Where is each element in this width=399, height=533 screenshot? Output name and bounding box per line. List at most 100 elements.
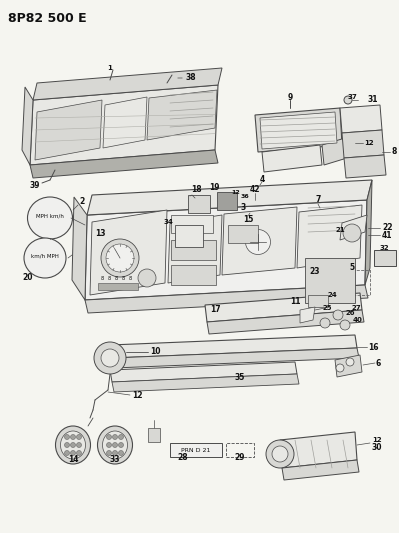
Text: 8: 8 (115, 277, 118, 281)
Polygon shape (260, 112, 337, 149)
Circle shape (343, 224, 361, 242)
Circle shape (65, 434, 69, 440)
Text: 26: 26 (345, 310, 355, 316)
Polygon shape (90, 210, 167, 295)
Polygon shape (262, 145, 322, 172)
Polygon shape (282, 460, 359, 480)
Text: 38: 38 (186, 74, 197, 83)
Text: 12: 12 (372, 437, 381, 443)
Polygon shape (335, 355, 362, 377)
Polygon shape (110, 335, 357, 358)
Bar (226, 443, 254, 457)
Text: 2: 2 (79, 198, 85, 206)
Bar (171, 215, 213, 233)
Circle shape (65, 442, 69, 448)
Polygon shape (365, 180, 372, 285)
Text: 8: 8 (107, 277, 111, 281)
Text: 14: 14 (68, 456, 78, 464)
Circle shape (101, 349, 119, 367)
Polygon shape (280, 432, 357, 468)
Ellipse shape (97, 426, 132, 464)
Text: 8: 8 (128, 277, 132, 281)
Bar (308, 295, 328, 307)
Polygon shape (72, 197, 87, 300)
Ellipse shape (55, 426, 91, 464)
Text: 8: 8 (121, 277, 124, 281)
Circle shape (320, 318, 330, 328)
Circle shape (77, 442, 81, 448)
Text: 11: 11 (290, 297, 300, 306)
Ellipse shape (245, 230, 271, 254)
Polygon shape (112, 348, 359, 368)
Polygon shape (300, 307, 315, 323)
Circle shape (119, 434, 124, 440)
Text: 36: 36 (241, 193, 249, 198)
Circle shape (333, 310, 343, 320)
Text: 8: 8 (391, 148, 396, 157)
Text: 41: 41 (382, 230, 393, 239)
Bar (171, 240, 216, 260)
Polygon shape (110, 362, 297, 382)
Text: 42: 42 (250, 185, 260, 195)
Text: 35: 35 (235, 374, 245, 383)
Bar (217, 192, 237, 210)
Circle shape (94, 342, 126, 374)
Polygon shape (340, 215, 367, 240)
Circle shape (346, 358, 354, 366)
Circle shape (71, 450, 75, 456)
Text: 27: 27 (351, 305, 361, 311)
Bar (148, 428, 160, 442)
Text: 24: 24 (327, 292, 337, 298)
Polygon shape (30, 150, 218, 178)
Text: 23: 23 (310, 268, 320, 277)
Circle shape (119, 442, 124, 448)
Text: 25: 25 (322, 305, 332, 311)
Polygon shape (87, 180, 372, 215)
Text: 8P82 500 E: 8P82 500 E (8, 12, 87, 25)
Polygon shape (207, 310, 364, 334)
Text: 39: 39 (30, 182, 40, 190)
Text: 12: 12 (364, 140, 373, 146)
Text: 16: 16 (368, 343, 379, 351)
Bar (175, 225, 203, 247)
Polygon shape (22, 87, 33, 165)
Text: 8: 8 (101, 277, 104, 281)
Polygon shape (33, 68, 222, 100)
Polygon shape (168, 215, 222, 283)
Text: 5: 5 (350, 262, 355, 271)
Text: 17: 17 (210, 304, 220, 313)
Polygon shape (342, 130, 384, 158)
Ellipse shape (28, 197, 73, 239)
Text: 1: 1 (108, 65, 113, 71)
Polygon shape (340, 105, 382, 133)
Text: 32: 32 (379, 245, 389, 251)
Text: 33: 33 (110, 456, 120, 464)
Polygon shape (222, 207, 297, 275)
Polygon shape (85, 200, 367, 300)
Bar (188, 195, 210, 213)
Text: 29: 29 (235, 454, 245, 463)
Circle shape (113, 434, 117, 440)
Text: 13: 13 (95, 229, 105, 238)
Text: 6: 6 (376, 359, 381, 367)
Polygon shape (255, 108, 342, 152)
Text: 28: 28 (178, 454, 188, 463)
Text: 4: 4 (259, 174, 265, 183)
Bar (98, 283, 138, 290)
Text: 22: 22 (382, 223, 393, 232)
Bar (228, 225, 258, 243)
Polygon shape (297, 205, 362, 268)
Bar (171, 265, 216, 285)
Text: 40: 40 (353, 317, 363, 323)
Circle shape (65, 450, 69, 456)
Text: 3: 3 (240, 203, 246, 212)
Circle shape (272, 446, 288, 462)
Text: km/h MPH: km/h MPH (31, 254, 59, 259)
Circle shape (266, 440, 294, 468)
Bar (335, 270, 370, 295)
Circle shape (71, 442, 75, 448)
Circle shape (77, 450, 81, 456)
Ellipse shape (101, 239, 139, 277)
Polygon shape (30, 85, 218, 165)
Bar (170, 443, 222, 457)
